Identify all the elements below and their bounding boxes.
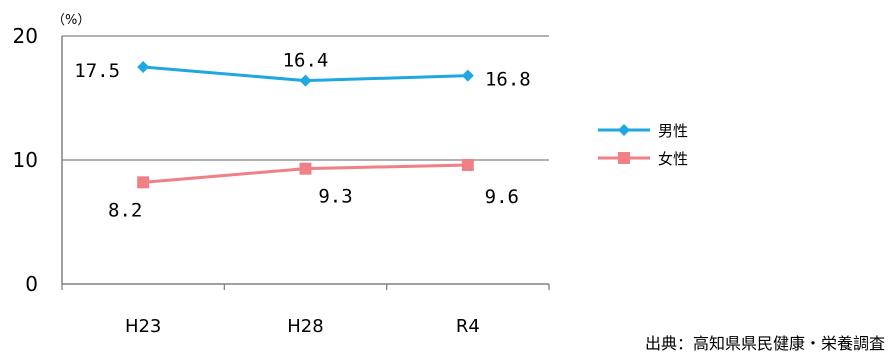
x-tick-labels: H23 H28 R4 [125,316,480,337]
x-tick-label-H23: H23 [125,316,161,337]
legend-marker-女性 [618,152,630,164]
data-label-男性-H23: 17.5 [74,60,120,82]
data-point-男性-R4 [461,69,474,82]
source-note: 出典：高知県県民健康・栄養調査 [645,334,885,353]
data-label-女性-H23: 8.2 [108,199,142,221]
data-point-女性-R4 [461,158,474,171]
y-tick-label-10: 10 [13,148,38,172]
legend-item-女性: 女性 [598,150,688,168]
data-label-女性-R4: 9.6 [485,186,519,208]
data-point-男性-H28 [299,74,312,87]
data-label-男性-H28: 16.4 [283,50,329,72]
y-tick-labels: 0 10 20 [13,24,38,296]
y-tick-label-20: 20 [13,24,38,48]
x-axis-ticks [61,284,550,290]
data-point-男性-H23 [137,61,150,73]
data-point-女性-H28 [299,162,312,175]
series-男性: 17.5 16.4 16.8 [74,50,530,91]
legend-label-女性: 女性 [658,150,688,168]
y-unit-label: （%） [52,13,90,28]
legend-item-男性: 男性 [598,122,688,140]
data-label-男性-R4: 16.8 [485,69,531,91]
data-point-女性-H23 [137,176,150,189]
data-label-女性-H28: 9.3 [318,186,352,208]
y-tick-label-0: 0 [25,272,38,296]
series-女性: 8.2 9.3 9.6 [108,158,519,221]
x-tick-label-H28: H28 [287,316,323,337]
series-layer: 17.5 16.4 16.8 8.2 9.3 9.6 [74,50,530,222]
legend-label-男性: 男性 [658,122,688,140]
legend-marker-男性 [618,124,630,136]
x-tick-label-R4: R4 [456,316,480,337]
